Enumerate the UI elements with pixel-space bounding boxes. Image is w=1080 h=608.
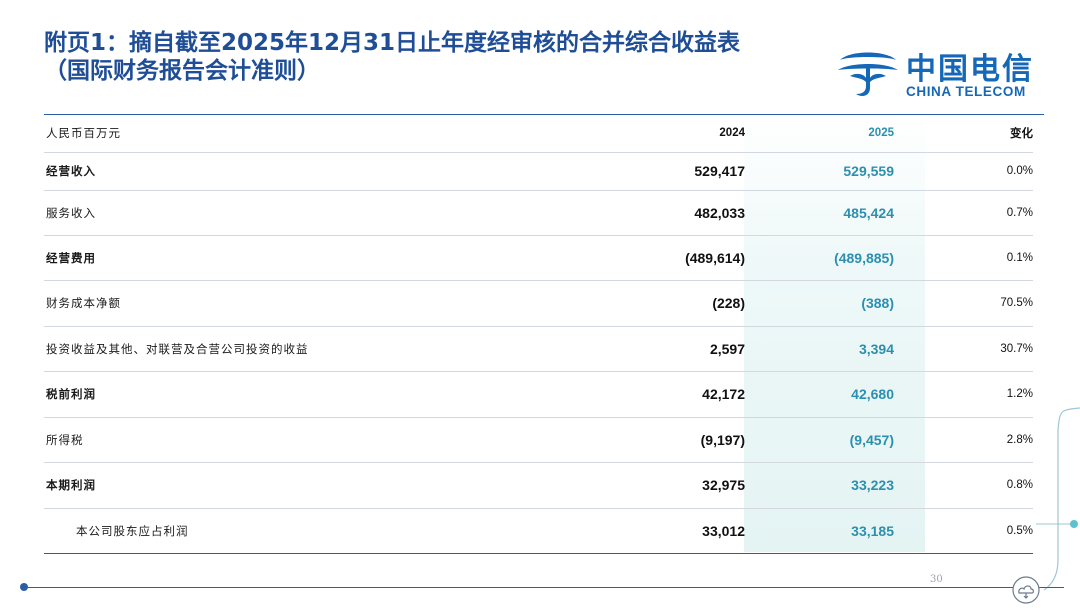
value-2024: (9,197) [604, 417, 745, 463]
row-label: 经营收入 [44, 152, 604, 191]
value-2025: 485,424 [745, 190, 894, 236]
value-change: 0.1% [894, 235, 1033, 281]
row-label: 本公司股东应占利润 [44, 508, 604, 554]
value-2024: (228) [604, 280, 745, 327]
logo-chinese-name: 中国电信 [906, 52, 1034, 87]
value-2025: 33,223 [745, 462, 894, 509]
table-header-row: 人民币百万元 2024 2025 变化 [44, 115, 1033, 153]
column-header-2024: 2024 [604, 115, 745, 153]
table-row: 本期利润 32,975 33,223 0.8% [44, 462, 1033, 509]
table-row: 税前利润 42,172 42,680 1.2% [44, 371, 1033, 418]
value-2024: 42,172 [604, 371, 745, 418]
footer-dot-icon [20, 583, 28, 591]
company-logo: 中国电信 CHINA TELECOM [836, 44, 1046, 104]
value-2024: 33,012 [604, 508, 745, 554]
value-change: 0.8% [894, 462, 1033, 509]
page-title-line-1: 附页1：摘自截至2025年12月31日止年度经审核的合并综合收益表 [44, 30, 741, 56]
value-change: 30.7% [894, 326, 1033, 372]
value-2025: 33,185 [745, 508, 894, 554]
cloud-icon [1012, 576, 1040, 604]
row-label: 财务成本净额 [44, 280, 604, 327]
logo-english-name: CHINA TELECOM [906, 84, 1026, 99]
value-2025: (388) [745, 280, 894, 327]
table-row: 财务成本净额 (228) (388) 70.5% [44, 280, 1033, 327]
footer-divider [24, 587, 1064, 588]
value-change: 1.2% [894, 371, 1033, 418]
table-row: 经营收入 529,417 529,559 0.0% [44, 152, 1033, 191]
row-label: 税前利润 [44, 371, 604, 418]
table-row: 经营费用 (489,614) (489,885) 0.1% [44, 235, 1033, 281]
value-2024: 32,975 [604, 462, 745, 509]
value-change: 0.0% [894, 152, 1033, 191]
column-header-change: 变化 [894, 115, 1033, 153]
value-2025: (9,457) [745, 417, 894, 463]
row-label: 本期利润 [44, 462, 604, 509]
table-row: 本公司股东应占利润 33,012 33,185 0.5% [44, 508, 1033, 554]
value-change: 0.5% [894, 508, 1033, 554]
decorative-curve [1036, 407, 1080, 591]
column-header-2025: 2025 [745, 115, 894, 153]
china-telecom-mark-icon [838, 52, 898, 96]
page-title-line-2: （国际财务报告会计准则） [44, 58, 320, 84]
value-change: 0.7% [894, 190, 1033, 236]
decorative-dot-icon [1070, 520, 1078, 528]
income-statement-table: 人民币百万元 2024 2025 变化 经营收入 529,417 529,559… [44, 115, 1033, 554]
value-2025: (489,885) [745, 235, 894, 281]
table-row: 所得税 (9,197) (9,457) 2.8% [44, 417, 1033, 463]
value-change: 70.5% [894, 280, 1033, 327]
value-2024: 529,417 [604, 152, 745, 191]
row-label: 所得税 [44, 417, 604, 463]
row-label: 服务收入 [44, 190, 604, 236]
page-number: 30 [930, 574, 943, 585]
unit-label: 人民币百万元 [44, 115, 604, 153]
value-change: 2.8% [894, 417, 1033, 463]
table-row: 投资收益及其他、对联营及合营公司投资的收益 2,597 3,394 30.7% [44, 326, 1033, 372]
value-2024: (489,614) [604, 235, 745, 281]
value-2024: 2,597 [604, 326, 745, 372]
header-divider [44, 114, 1044, 115]
page-title: 附页1：摘自截至2025年12月31日止年度经审核的合并综合收益表 （国际财务报… [44, 29, 804, 85]
value-2025: 3,394 [745, 326, 894, 372]
value-2024: 482,033 [604, 190, 745, 236]
value-2025: 529,559 [745, 152, 894, 191]
table-row: 服务收入 482,033 485,424 0.7% [44, 190, 1033, 236]
row-label: 经营费用 [44, 235, 604, 281]
value-2025: 42,680 [745, 371, 894, 418]
row-label: 投资收益及其他、对联营及合营公司投资的收益 [44, 326, 604, 372]
